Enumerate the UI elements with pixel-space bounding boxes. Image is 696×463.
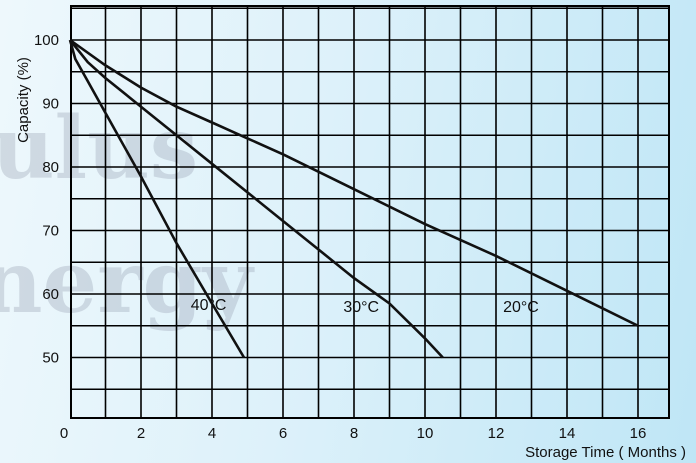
y-tick-label: 50: [42, 350, 59, 367]
y-tick-label: 70: [42, 223, 59, 240]
watermark-line2: nergy: [0, 232, 256, 333]
x-tick-label: 10: [417, 425, 434, 442]
y-axis-label: Capacity (%): [15, 57, 32, 143]
x-tick-label: 2: [137, 425, 145, 442]
x-tick-label: 12: [488, 425, 505, 442]
x-tick-labels: 0 2 4 6 8 10 12 14 16: [60, 425, 647, 442]
grid: [71, 6, 669, 418]
x-tick-label: 4: [208, 425, 216, 442]
series-label: 30°C: [343, 299, 379, 316]
watermark: ulus nergy: [0, 98, 256, 333]
y-tick-labels: 50 60 70 80 90 100: [34, 32, 59, 367]
series-line: [68, 39, 246, 359]
x-tick-label: 0: [60, 425, 68, 442]
watermark-line1: ulus: [0, 98, 198, 199]
y-tick-label: 60: [42, 286, 59, 303]
y-tick-label: 80: [42, 159, 59, 176]
y-tick-label: 100: [34, 32, 59, 49]
plot-frame: [70, 5, 670, 419]
curve-labels: 40°C 30°C 20°C: [191, 297, 539, 316]
x-axis-label: Storage Time ( Months ): [525, 444, 686, 461]
y-tick-label: 90: [42, 96, 59, 113]
series-line: [68, 39, 444, 359]
curves: [68, 38, 639, 359]
series-line: [69, 38, 639, 327]
x-tick-label: 14: [559, 425, 576, 442]
x-tick-label: 16: [630, 425, 647, 442]
x-tick-label: 8: [350, 425, 358, 442]
x-tick-label: 6: [279, 425, 287, 442]
series-label: 20°C: [503, 299, 539, 316]
series-label: 40°C: [191, 297, 227, 314]
